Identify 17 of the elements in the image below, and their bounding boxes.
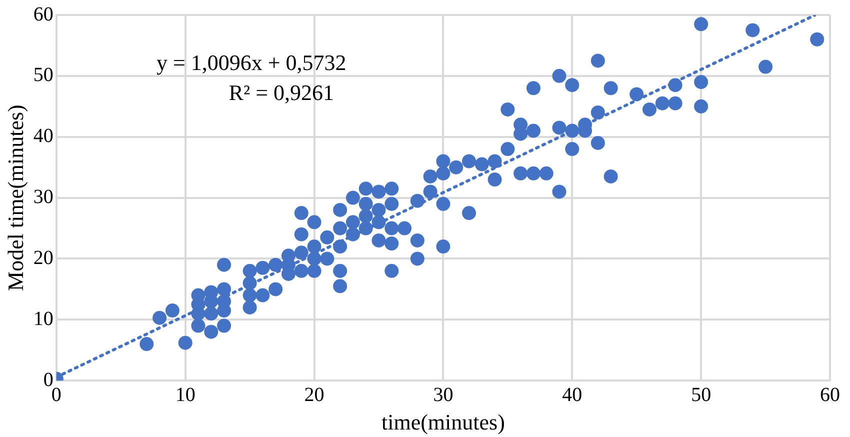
annotation: R² = 0,9261: [228, 80, 334, 105]
y-tick-label: 50: [33, 64, 54, 86]
y-tick-label: 0: [43, 368, 54, 391]
annotation: y = 1,0096x + 0,5732: [156, 50, 346, 75]
x-tick-label: 30: [433, 384, 454, 406]
y-tick-label: 40: [33, 125, 54, 148]
x-tick-label: 20: [304, 384, 324, 406]
x-tick-label: 10: [175, 384, 196, 406]
x-tick-label: 60: [820, 384, 840, 406]
y-tick-label: 60: [33, 3, 54, 26]
y-tick-label: 30: [33, 186, 54, 208]
y-tick-label: 20: [33, 246, 54, 269]
y-tick-label: 10: [33, 308, 54, 330]
y-axis-title: Model time(minutes): [2, 104, 28, 291]
x-axis-title: time(minutes): [381, 410, 505, 435]
x-tick-label: 40: [562, 384, 582, 406]
x-tick-label: 50: [691, 384, 712, 406]
